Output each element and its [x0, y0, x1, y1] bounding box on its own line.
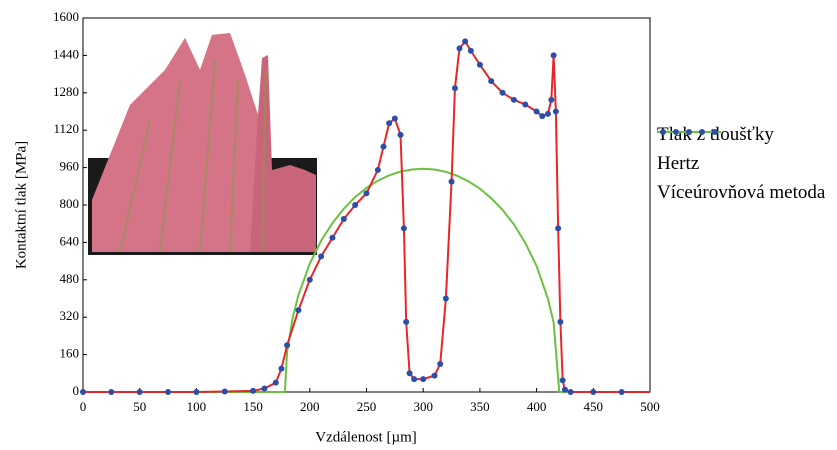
series-dot — [555, 225, 562, 232]
series-dot — [295, 307, 302, 314]
series-dot — [165, 389, 172, 395]
y-tick-label: 1120 — [53, 121, 79, 136]
series-dot — [411, 376, 418, 383]
y-tick-label: 0 — [73, 383, 80, 398]
y-tick-label: 1280 — [53, 84, 79, 99]
series-dot — [272, 379, 279, 386]
series-dot — [618, 389, 625, 395]
legend-item: Hertz — [657, 131, 832, 176]
series-dot — [590, 389, 597, 395]
series-dot — [221, 388, 228, 395]
series-dot — [462, 38, 469, 45]
series-dot — [400, 225, 407, 232]
series-dot — [318, 253, 325, 260]
y-tick-label: 1600 — [53, 9, 79, 24]
series-dot — [544, 110, 551, 117]
series-dot — [510, 96, 517, 103]
y-tick-label: 1440 — [53, 46, 79, 61]
series-dot — [397, 131, 404, 138]
series-dot — [476, 61, 483, 68]
series-dot — [499, 89, 506, 96]
legend-dot — [712, 129, 718, 135]
series-dot — [488, 78, 495, 85]
x-tick-label: 50 — [133, 399, 146, 414]
inset-image — [88, 33, 317, 255]
series-dot — [448, 178, 455, 185]
series-dot — [261, 385, 268, 392]
series-dot — [250, 387, 257, 394]
legend-dot — [699, 129, 705, 135]
series-dot — [567, 389, 574, 395]
series-dot — [548, 96, 555, 103]
series-dot — [431, 372, 438, 379]
x-axis-label: Vzdálenost [µm] — [315, 429, 417, 445]
legend-item: Víceúrovňová metoda — [657, 129, 832, 205]
y-tick-label: 960 — [60, 159, 80, 174]
x-tick-label: 350 — [470, 399, 490, 414]
series-dot — [329, 234, 336, 241]
series-dot — [561, 386, 568, 393]
series-dot — [284, 342, 291, 349]
series-dot — [557, 318, 564, 325]
x-tick-label: 300 — [413, 399, 433, 414]
y-tick-label: 160 — [60, 346, 80, 361]
series-dot — [403, 318, 410, 325]
y-tick-label: 320 — [60, 308, 80, 323]
series-dot — [456, 45, 463, 52]
x-tick-label: 450 — [584, 399, 604, 414]
y-tick-label: 640 — [60, 233, 80, 248]
series-dot — [552, 108, 559, 115]
legend-label: Hertz — [657, 153, 700, 174]
series-dot — [193, 389, 200, 395]
series-dot — [533, 108, 540, 115]
y-tick-label: 480 — [60, 271, 80, 286]
series-dot — [374, 166, 381, 173]
series-dot — [559, 377, 566, 384]
series-dot — [437, 360, 444, 367]
series-dot — [80, 389, 86, 395]
series-dot — [108, 389, 115, 395]
series-dot — [467, 47, 474, 54]
x-tick-label: 150 — [243, 399, 263, 414]
series-dot — [386, 120, 393, 127]
series-dot — [391, 115, 398, 122]
series-line — [83, 167, 650, 393]
series-dot — [340, 216, 347, 223]
series-dot — [136, 389, 143, 395]
x-tick-label: 200 — [300, 399, 320, 414]
legend-dot — [660, 129, 666, 135]
legend-key — [660, 129, 718, 135]
x-tick-label: 0 — [80, 399, 87, 414]
series-dot — [380, 143, 387, 150]
x-tick-label: 500 — [640, 399, 660, 414]
y-axis-label: Kontaktní tlak [MPa] — [13, 141, 29, 269]
series-dot — [442, 295, 449, 302]
legend-dot — [673, 129, 679, 135]
series-dot — [420, 376, 427, 383]
legend-label: Víceúrovňová metoda — [657, 182, 826, 203]
series-dot — [352, 202, 359, 208]
series-dot — [306, 276, 313, 283]
x-tick-label: 250 — [357, 399, 377, 414]
series-dot — [363, 190, 370, 197]
series-dot — [406, 370, 413, 377]
series-dot — [550, 52, 557, 59]
series-dot — [539, 113, 546, 120]
y-tick-label: 800 — [60, 196, 80, 211]
series-dot — [522, 101, 529, 108]
x-tick-label: 400 — [527, 399, 547, 414]
legend-dot — [686, 129, 692, 135]
series-dot — [451, 85, 458, 92]
x-tick-label: 100 — [187, 399, 207, 414]
series-dot — [278, 365, 285, 372]
